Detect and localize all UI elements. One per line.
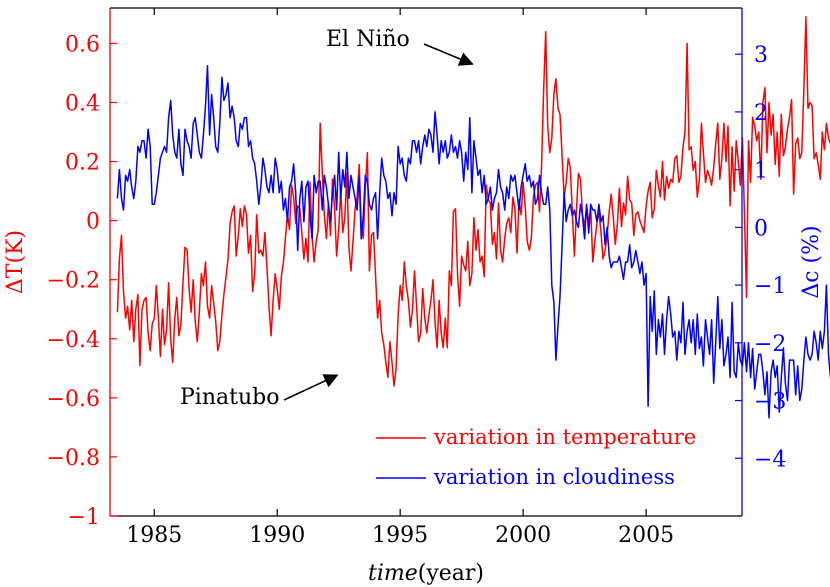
x-tick-label: 1995 — [372, 523, 428, 548]
y-right-axis-label: Δc (%) — [799, 225, 824, 298]
pinatubo-annotation-text: Pinatubo — [180, 385, 279, 410]
y-left-tick-label: 0.4 — [65, 92, 100, 117]
cloudiness-series-line — [116, 64, 830, 419]
axes-layer: 1985 1990 1995 2000 2005 0.6 0.4 0.2 0 −0.2 −0.4 −0… — [3, 7, 824, 586]
x-tick-label: 1985 — [126, 523, 182, 548]
x-tick-label: 2000 — [495, 523, 551, 548]
legend: variation in temperature variation in clo… — [376, 425, 696, 489]
x-axis-label-italic: time — [368, 561, 418, 586]
y-left-tick-label: 0.6 — [65, 32, 100, 57]
temperature-series-line — [116, 16, 830, 387]
y-right-tick-label: −3 — [754, 390, 786, 415]
y-left-tick-label: −0.2 — [47, 269, 100, 294]
y-right-tick-label: −2 — [754, 332, 786, 357]
y-left-tick-label: −0.6 — [47, 387, 100, 412]
y-left-tick-label: −0.8 — [47, 446, 100, 471]
series-layer — [116, 16, 830, 419]
x-tick-label: 2005 — [618, 523, 674, 548]
annotation-layer: El Niño Pinatubo — [180, 27, 474, 410]
y-right-tick-label: 1 — [754, 159, 768, 184]
y-right-tick-label: −4 — [754, 447, 786, 472]
y-left-tick-label: 0.2 — [65, 151, 100, 176]
y-right-tick-label: −1 — [754, 274, 786, 299]
legend-temperature-label: variation in temperature — [433, 425, 696, 449]
y-right-tick-label: 2 — [754, 101, 768, 126]
x-axis-label: time(year) — [368, 561, 484, 586]
x-axis-label-unit: (year) — [418, 561, 484, 586]
el-nino-annotation-text: El Niño — [326, 27, 410, 52]
y-right-tick-label: 3 — [754, 43, 768, 68]
y-left-axis-label: ΔT(K) — [3, 230, 28, 294]
legend-cloudiness-label: variation in cloudiness — [433, 465, 675, 489]
y-right-tick-label: 0 — [754, 216, 768, 241]
x-tick-label: 1990 — [249, 523, 305, 548]
y-left-tick-label: −0.4 — [47, 328, 100, 353]
y-left-tick-label: −1 — [68, 505, 100, 530]
y-left-tick-label: 0 — [86, 210, 100, 235]
el-nino-arrow — [423, 43, 474, 66]
pinatubo-arrow — [283, 374, 339, 401]
